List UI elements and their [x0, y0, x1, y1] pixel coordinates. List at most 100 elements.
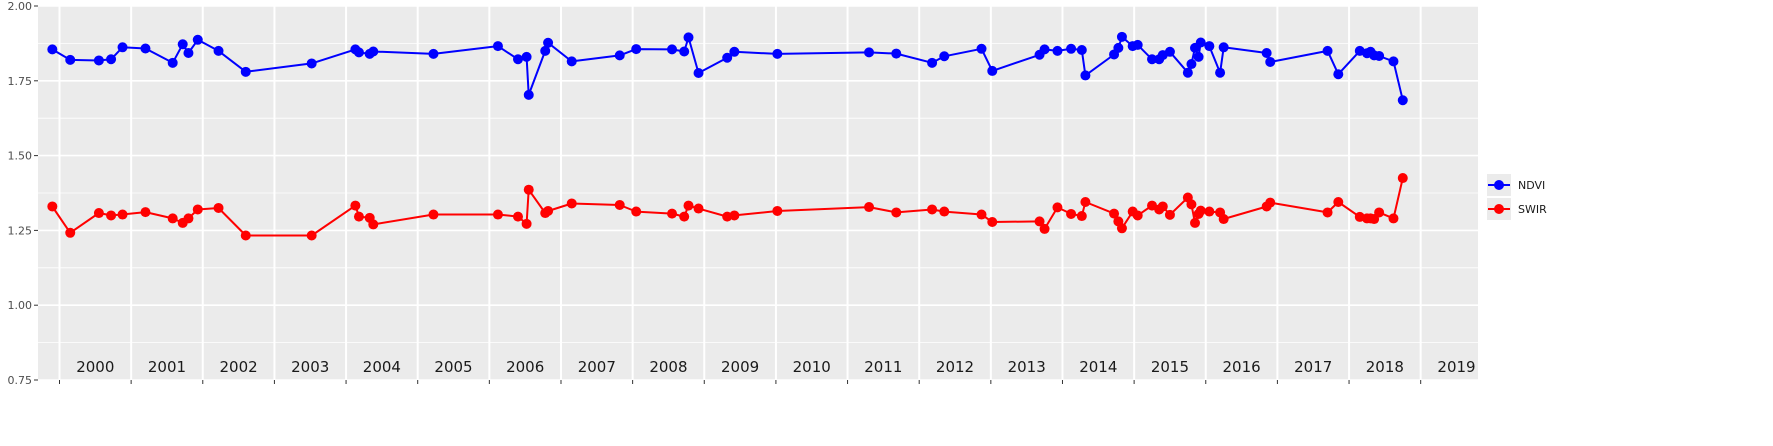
y-tick-label: 1.00 [8, 299, 33, 312]
legend: NDVI SWIR [1487, 174, 1547, 220]
swir-point [1052, 202, 1063, 213]
swir-point [1265, 197, 1276, 208]
swir-point [65, 227, 76, 238]
ndvi-point [177, 39, 188, 50]
swir-point [117, 209, 128, 220]
swir-point [1039, 223, 1050, 234]
y-tick-label: 1.50 [8, 150, 33, 163]
ndvi-point [167, 57, 178, 68]
ndvi-point [1193, 51, 1204, 62]
year-label: 2017 [1294, 358, 1332, 376]
ndvi-point [722, 52, 733, 63]
ndvi-point [1182, 67, 1193, 78]
swir-point [167, 213, 178, 224]
ndvi-point [679, 46, 690, 57]
swir-point [729, 210, 740, 221]
minor-gridlines [38, 43, 1478, 344]
ndvi-point [729, 46, 740, 57]
ndvi-point [492, 41, 503, 52]
ndvi-point [693, 68, 704, 79]
ndvi-point [93, 55, 104, 66]
swir-point [1186, 199, 1197, 210]
ndvi-point [1195, 37, 1206, 48]
ndvi-point [891, 48, 902, 59]
swir-point [240, 230, 251, 241]
swir-point [350, 200, 361, 211]
swir-point [1204, 206, 1215, 217]
swir-point [183, 213, 194, 224]
year-label: 2019 [1437, 358, 1475, 376]
year-label: 2005 [434, 358, 472, 376]
ndvi-point [523, 89, 534, 100]
ndvi-point [1039, 44, 1050, 55]
ndvi-point [1066, 43, 1077, 54]
ndvi-point [140, 43, 151, 54]
ndvi-point [1113, 42, 1124, 53]
ndvi-point [540, 45, 551, 56]
ndvi-point [1132, 39, 1143, 50]
y-tick-label: 1.25 [8, 224, 33, 237]
ndvi-point [683, 32, 694, 43]
swir-point [1116, 223, 1127, 234]
legend-key-point [1494, 204, 1504, 214]
ndvi-point [566, 56, 577, 67]
swir-point [513, 211, 523, 222]
swir-point [1076, 211, 1087, 222]
year-label: 2009 [721, 358, 759, 376]
ndvi-point [1076, 44, 1087, 55]
swir-point [566, 198, 577, 209]
ndvi-point [513, 54, 523, 65]
swir-point [939, 206, 950, 217]
swir-point [140, 207, 151, 218]
ndvi-point [631, 44, 642, 55]
ndvi-point [1052, 45, 1063, 56]
ndvi-point [106, 54, 117, 65]
swir-point [428, 209, 439, 220]
swir-point [667, 208, 678, 219]
ndvi-point [1333, 69, 1344, 80]
ndvi-point [192, 34, 203, 45]
ndvi-point [1374, 50, 1385, 61]
y-axis: 0.75 1.00 1.25 1.50 1.75 2.00 [8, 0, 38, 387]
ndvi-point [939, 51, 950, 62]
swir-point [1066, 208, 1077, 219]
year-label: 2012 [936, 358, 974, 376]
year-label: 2015 [1151, 358, 1189, 376]
swir-point [368, 219, 379, 230]
swir-point [1388, 213, 1399, 224]
swir-point [1374, 207, 1385, 218]
ndvi-point [117, 42, 128, 53]
year-label: 2006 [506, 358, 544, 376]
swir-point [192, 204, 203, 215]
year-label: 2000 [76, 358, 114, 376]
year-label: 2016 [1222, 358, 1260, 376]
y-tick-label: 1.75 [8, 75, 33, 88]
ndvi-point [1388, 56, 1399, 67]
year-label: 2011 [864, 358, 902, 376]
ndvi-point [1397, 95, 1408, 106]
series-points [47, 31, 1408, 241]
ndvi-point [183, 47, 194, 58]
ndvi-point [1186, 59, 1197, 70]
swir-point [213, 202, 224, 213]
swir-point [353, 211, 364, 222]
swir-point [927, 204, 938, 215]
swir-point [987, 217, 998, 228]
ndvi-point [353, 47, 364, 58]
year-label: 2003 [291, 358, 329, 376]
swir-point [521, 218, 532, 229]
ndvi-point [927, 57, 938, 68]
ndvi-point [864, 47, 875, 58]
major-gridlines [38, 5, 1478, 381]
x-axis: 2000 2001 2002 2003 2004 2005 2006 2007 2008 2009… [58, 358, 1476, 384]
swir-point [1157, 201, 1168, 212]
year-label: 2010 [793, 358, 831, 376]
swir-point [631, 206, 642, 217]
ndvi-point [614, 50, 625, 61]
year-label: 2001 [148, 358, 186, 376]
swir-point [614, 199, 625, 210]
ndvi-point [987, 65, 998, 76]
ndvi-point [428, 48, 439, 59]
